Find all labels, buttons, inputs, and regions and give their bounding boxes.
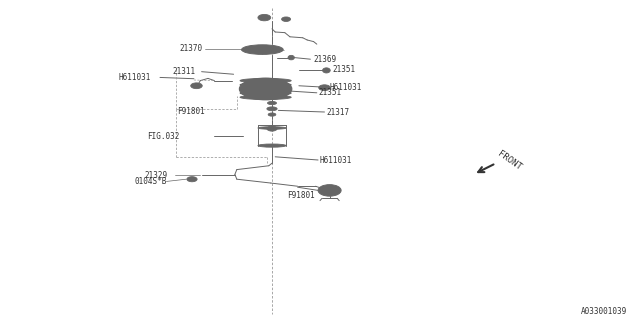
Ellipse shape <box>258 127 286 129</box>
Text: 21369: 21369 <box>314 55 337 64</box>
Text: 21370: 21370 <box>179 44 202 53</box>
Text: H611031: H611031 <box>320 156 353 164</box>
Ellipse shape <box>267 107 277 111</box>
Circle shape <box>318 185 341 196</box>
Ellipse shape <box>268 113 276 116</box>
Ellipse shape <box>258 144 286 147</box>
Text: 21351: 21351 <box>333 65 356 74</box>
Text: FIG.032: FIG.032 <box>147 132 180 140</box>
Text: F91801: F91801 <box>287 191 315 200</box>
Ellipse shape <box>239 78 292 100</box>
Circle shape <box>267 126 277 131</box>
Ellipse shape <box>240 95 291 100</box>
Circle shape <box>282 17 291 21</box>
Text: 21311: 21311 <box>173 67 196 76</box>
Circle shape <box>187 177 197 182</box>
Circle shape <box>258 14 271 21</box>
Ellipse shape <box>323 68 330 73</box>
Text: FRONT: FRONT <box>496 149 523 172</box>
Text: 0104S*B: 0104S*B <box>134 177 167 186</box>
Circle shape <box>191 83 202 89</box>
Ellipse shape <box>240 83 291 87</box>
Ellipse shape <box>240 87 291 91</box>
Ellipse shape <box>240 91 291 95</box>
Ellipse shape <box>268 101 276 105</box>
Text: 21351: 21351 <box>319 88 342 97</box>
Ellipse shape <box>240 78 291 83</box>
Text: 21329: 21329 <box>144 171 167 180</box>
Circle shape <box>323 187 336 194</box>
Circle shape <box>189 178 195 180</box>
Text: F91801: F91801 <box>177 107 205 116</box>
Text: H611031: H611031 <box>118 73 151 82</box>
Text: H611031: H611031 <box>330 83 362 92</box>
Text: A033001039: A033001039 <box>581 308 627 316</box>
Ellipse shape <box>241 45 283 54</box>
Circle shape <box>319 85 330 91</box>
Text: 21317: 21317 <box>326 108 349 116</box>
Ellipse shape <box>288 55 294 60</box>
